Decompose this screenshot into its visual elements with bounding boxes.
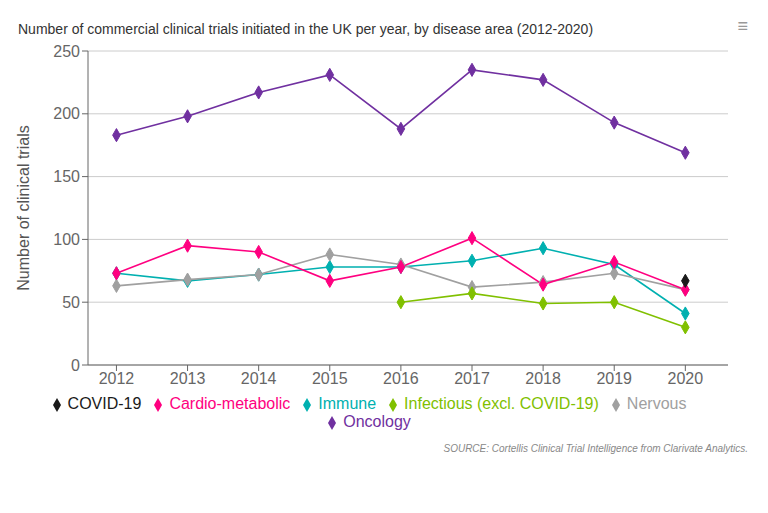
svg-text:2015: 2015 bbox=[312, 370, 348, 387]
html-text:Oncology: Oncology bbox=[343, 413, 411, 430]
svg-text:100: 100 bbox=[53, 231, 80, 248]
html-text:Nervous: Nervous bbox=[626, 395, 687, 412]
svg-text:2020: 2020 bbox=[668, 370, 704, 387]
svg-text:2014: 2014 bbox=[241, 370, 277, 387]
svg-text:200: 200 bbox=[53, 105, 80, 122]
html-text:COVID-19: COVID-19 bbox=[67, 395, 142, 412]
svg-text:2018: 2018 bbox=[525, 370, 561, 387]
svg-text:2017: 2017 bbox=[454, 370, 490, 387]
svg-text:2019: 2019 bbox=[596, 370, 632, 387]
svg-text:2016: 2016 bbox=[383, 370, 419, 387]
svg-text:2013: 2013 bbox=[170, 370, 206, 387]
svg-text:Number of clinical trials: Number of clinical trials bbox=[15, 125, 32, 290]
html-text:SOURCE: Cortellis Clinical Tri: SOURCE: Cortellis Clinical Trial Intelli… bbox=[443, 443, 748, 454]
svg-text:0: 0 bbox=[71, 357, 80, 374]
svg-text:150: 150 bbox=[53, 168, 80, 185]
svg-text:50: 50 bbox=[62, 294, 80, 311]
html-text:Number of commercial clinical: Number of commercial clinical trials ini… bbox=[18, 21, 593, 37]
html-text:Cardio-metabolic: Cardio-metabolic bbox=[169, 395, 291, 412]
svg-text:250: 250 bbox=[53, 43, 80, 60]
html-text:Infectious (excl. COVID-19): Infectious (excl. COVID-19) bbox=[404, 395, 599, 412]
html-text:Immune: Immune bbox=[318, 395, 377, 412]
svg-text:2012: 2012 bbox=[99, 370, 135, 387]
